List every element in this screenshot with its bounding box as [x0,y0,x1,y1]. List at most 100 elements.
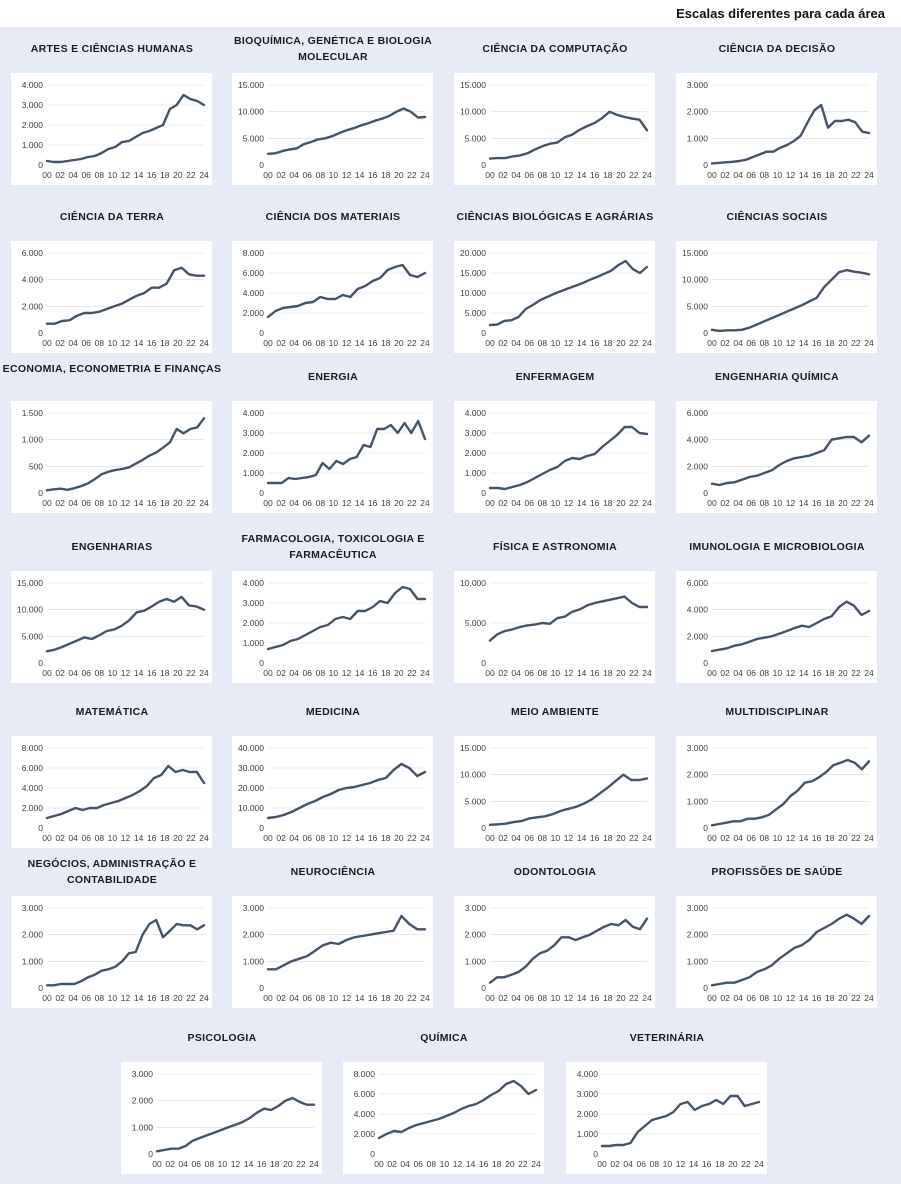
y-tick-label: 1.000 [465,956,487,966]
x-tick-label: 04 [289,498,299,508]
x-tick-label: 14 [134,668,144,678]
x-tick-label: 02 [498,170,508,180]
x-tick-label: 22 [629,338,639,348]
x-tick-label: 14 [577,668,587,678]
x-tick-label: 18 [160,170,170,180]
x-tick-label: 10 [108,993,118,1003]
x-tick-label: 10 [551,833,561,843]
x-tick-label: 24 [642,498,652,508]
x-tick-label: 02 [720,833,730,843]
x-tick-label: 10 [551,668,561,678]
x-tick-label: 10 [551,993,561,1003]
chart-plot: 0 1.000 2.000 3.000 4.000 00 02 04 06 08 10 12 14 16 1… [232,571,433,683]
x-tick-label: 20 [394,668,404,678]
x-tick-label: 06 [303,498,313,508]
x-tick-label: 10 [218,1159,228,1169]
x-tick-label: 12 [564,338,574,348]
x-tick-label: 02 [720,498,730,508]
x-tick-label: 14 [244,1159,254,1169]
x-tick-label: 02 [720,170,730,180]
x-tick-label: 16 [812,833,822,843]
x-tick-label: 14 [355,668,365,678]
chart-card: NEGÓCIOS, ADMINISTRAÇÃO E CONTABILIDADE 0… [0,856,224,1016]
x-tick-label: 24 [420,993,430,1003]
chart-title: FARMACOLOGIA, TOXICOLOGIA E FARMACÊUTICA [241,533,425,561]
x-tick-label: 10 [108,338,118,348]
x-tick-label: 20 [616,833,626,843]
series-line [488,425,649,491]
chart-card: ECONOMIA, ECONOMETRIA E FINANÇAS 0 500 1.00… [0,361,224,521]
chart-title: ODONTOLOGIA [513,866,597,878]
x-tick-label: 10 [329,993,339,1003]
series-line [710,913,871,987]
chart-card: CIÊNCIA DA DECISÃO 0 1.000 2.000 3.000 00 02 04… [665,33,889,193]
x-tick-label: 02 [55,668,65,678]
y-tick-label: 0 [481,823,486,833]
x-tick-label: 24 [309,1159,319,1169]
x-tick-label: 24 [642,338,652,348]
x-tick-label: 00 [707,170,717,180]
x-tick-label: 02 [498,833,508,843]
x-tick-label: 10 [663,1159,673,1169]
x-tick-label: 04 [733,993,743,1003]
y-tick-label: 5.000 [465,796,487,806]
x-tick-label: 22 [629,993,639,1003]
x-tick-label: 16 [147,993,157,1003]
chart-title: FÍSICA E ASTRONOMIA [493,541,617,553]
x-tick-label: 16 [147,833,157,843]
y-tick-label: 3.000 [465,428,487,438]
x-tick-label: 22 [851,833,861,843]
series-line [488,110,649,160]
y-tick-label: 5.000 [465,618,487,628]
x-tick-label: 06 [747,833,757,843]
x-tick-label: 00 [485,170,495,180]
x-tick-label: 08 [760,833,770,843]
x-tick-label: 18 [381,668,391,678]
x-tick-label: 06 [414,1159,424,1169]
chart-title: MEDICINA [305,706,361,718]
x-tick-label: 20 [616,170,626,180]
x-tick-label: 14 [577,498,587,508]
chart-title: CIÊNCIA DOS MATERIAIS [265,211,401,223]
chart-plot: 0 1.000 2.000 3.000 4.000 00 02 04 06 08 10 12 14 16 1… [232,401,433,513]
x-tick-label: 20 [173,338,183,348]
x-tick-label: 24 [864,668,874,678]
x-tick-label: 16 [257,1159,267,1169]
x-tick-label: 24 [642,170,652,180]
x-tick-label: 18 [603,498,613,508]
y-tick-label: 4.000 [22,783,44,793]
y-tick-label: 2.000 [22,120,44,130]
chart-title: MEIO AMBIENTE [510,706,600,718]
x-tick-label: 02 [55,498,65,508]
chart-title: MULTIDISCIPLINAR [725,706,829,718]
x-tick-label: 20 [394,338,404,348]
x-tick-label: 00 [485,498,495,508]
x-tick-label: 12 [121,993,131,1003]
x-tick-label: 20 [394,833,404,843]
x-tick-label: 02 [276,170,286,180]
x-tick-label: 02 [387,1159,397,1169]
x-tick-label: 00 [263,338,273,348]
chart-title: ENGENHARIAS [71,541,153,553]
x-tick-label: 00 [707,338,717,348]
x-tick-label: 16 [368,498,378,508]
x-tick-label: 00 [42,993,52,1003]
x-tick-label: 12 [564,498,574,508]
series-line [488,773,649,826]
x-tick-label: 18 [160,668,170,678]
x-tick-label: 00 [485,338,495,348]
x-tick-label: 10 [773,170,783,180]
y-tick-label: 3.000 [687,743,709,753]
x-tick-label: 12 [342,170,352,180]
chart-card: PROFISSÕES DE SAÚDE 0 1.000 2.000 3.000 00 02 0… [665,856,889,1016]
x-tick-label: 02 [55,338,65,348]
x-tick-label: 24 [420,833,430,843]
x-tick-label: 22 [407,498,417,508]
chart-plot: 0 2.000 4.000 6.000 00 02 04 06 08 10 12 14 16 18 20 22… [676,401,877,513]
y-tick-label: 500 [29,461,43,471]
x-tick-label: 22 [407,993,417,1003]
x-tick-label: 16 [368,170,378,180]
x-tick-label: 02 [55,833,65,843]
x-tick-label: 16 [812,170,822,180]
chart-title: QUÍMICA [420,1032,468,1044]
